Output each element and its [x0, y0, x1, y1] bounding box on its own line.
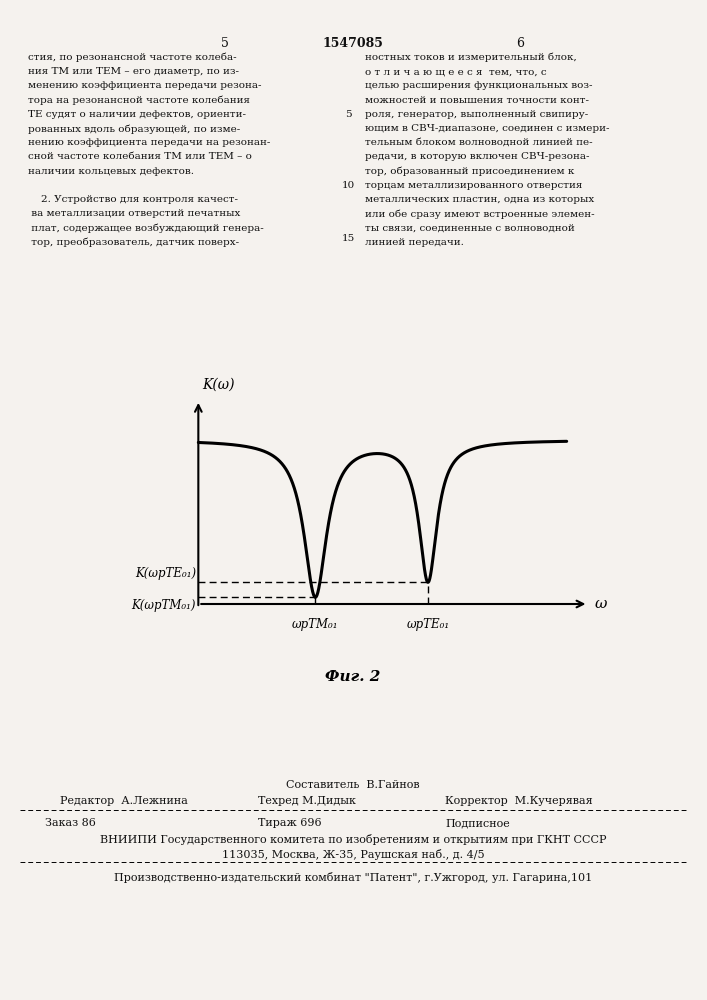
- Text: тор, преобразователь, датчик поверх-: тор, преобразователь, датчик поверх-: [28, 238, 239, 247]
- Text: ния ТМ или ТЕМ – его диаметр, по из-: ния ТМ или ТЕМ – его диаметр, по из-: [28, 67, 239, 76]
- Text: 15: 15: [341, 234, 355, 243]
- Text: ВНИИПИ Государственного комитета по изобретениям и открытиям при ГКНТ СССР: ВНИИПИ Государственного комитета по изоб…: [100, 834, 606, 845]
- Text: тельным блоком волноводной линией пе-: тельным блоком волноводной линией пе-: [365, 138, 592, 147]
- Text: 5: 5: [345, 110, 351, 119]
- Text: сной частоте колебания ТМ или ТЕМ – о: сной частоте колебания ТМ или ТЕМ – о: [28, 152, 252, 161]
- Text: Корректор  М.Кучерявая: Корректор М.Кучерявая: [445, 796, 592, 806]
- Text: плат, содержащее возбуждающий генера-: плат, содержащее возбуждающий генера-: [28, 223, 264, 233]
- Text: K(ωрТМ₀₁): K(ωрТМ₀₁): [132, 599, 196, 612]
- Text: тор, образованный присоединением к: тор, образованный присоединением к: [365, 167, 574, 176]
- Text: ва металлизации отверстий печатных: ва металлизации отверстий печатных: [28, 209, 240, 218]
- Text: ностных токов и измерительный блок,: ностных токов и измерительный блок,: [365, 53, 577, 62]
- Text: 5: 5: [221, 37, 229, 50]
- Text: Тираж 696: Тираж 696: [258, 818, 322, 828]
- Text: о т л и ч а ю щ е е с я  тем, что, с: о т л и ч а ю щ е е с я тем, что, с: [365, 67, 547, 76]
- Text: рованных вдоль образующей, по изме-: рованных вдоль образующей, по изме-: [28, 124, 240, 133]
- Text: менению коэффициента передачи резона-: менению коэффициента передачи резона-: [28, 81, 262, 90]
- Text: 113035, Москва, Ж-35, Раушская наб., д. 4/5: 113035, Москва, Ж-35, Раушская наб., д. …: [222, 849, 484, 860]
- Text: торцам металлизированного отверстия: торцам металлизированного отверстия: [365, 181, 583, 190]
- Text: или обе сразу имеют встроенные элемен-: или обе сразу имеют встроенные элемен-: [365, 209, 595, 219]
- Text: линией передачи.: линией передачи.: [365, 238, 464, 247]
- Text: Техред М.Дидык: Техред М.Дидык: [258, 796, 356, 806]
- Text: 2. Устройство для контроля качест-: 2. Устройство для контроля качест-: [28, 195, 238, 204]
- Text: Составитель  В.Гайнов: Составитель В.Гайнов: [286, 780, 420, 790]
- Text: ωрТЕ₀₁: ωрТЕ₀₁: [407, 618, 450, 631]
- Text: 10: 10: [341, 181, 355, 190]
- Text: нению коэффициента передачи на резонан-: нению коэффициента передачи на резонан-: [28, 138, 270, 147]
- Text: ωрТМ₀₁: ωрТМ₀₁: [292, 618, 339, 631]
- Text: ты связи, соединенные с волноводной: ты связи, соединенные с волноводной: [365, 223, 575, 232]
- Text: можностей и повышения точности конт-: можностей и повышения точности конт-: [365, 96, 589, 105]
- Text: роля, генератор, выполненный свипиру-: роля, генератор, выполненный свипиру-: [365, 110, 588, 119]
- Text: K(ω): K(ω): [203, 378, 235, 392]
- Text: Заказ 86: Заказ 86: [45, 818, 96, 828]
- Text: ТЕ судят о наличии дефектов, ориенти-: ТЕ судят о наличии дефектов, ориенти-: [28, 110, 246, 119]
- Text: тора на резонансной частоте колебания: тора на резонансной частоте колебания: [28, 96, 250, 105]
- Text: 6: 6: [516, 37, 524, 50]
- Text: Фиг. 2: Фиг. 2: [325, 670, 380, 684]
- Text: редачи, в которую включен СВЧ-резона-: редачи, в которую включен СВЧ-резона-: [365, 152, 590, 161]
- Text: наличии кольцевых дефектов.: наличии кольцевых дефектов.: [28, 167, 194, 176]
- Text: ющим в СВЧ-диапазоне, соединен с измери-: ющим в СВЧ-диапазоне, соединен с измери-: [365, 124, 609, 133]
- Text: ω: ω: [595, 597, 607, 611]
- Text: стия, по резонансной частоте колеба-: стия, по резонансной частоте колеба-: [28, 53, 237, 62]
- Text: Редактор  А.Лежнина: Редактор А.Лежнина: [60, 796, 188, 806]
- Text: Производственно-издательский комбинат "Патент", г.Ужгород, ул. Гагарина,101: Производственно-издательский комбинат "П…: [114, 872, 592, 883]
- Text: металлических пластин, одна из которых: металлических пластин, одна из которых: [365, 195, 595, 204]
- Text: K(ωрТЕ₀₁): K(ωрТЕ₀₁): [135, 567, 196, 580]
- Text: Подписное: Подписное: [445, 818, 510, 828]
- Text: целью расширения функциональных воз-: целью расширения функциональных воз-: [365, 81, 592, 90]
- Text: 1547085: 1547085: [322, 37, 383, 50]
